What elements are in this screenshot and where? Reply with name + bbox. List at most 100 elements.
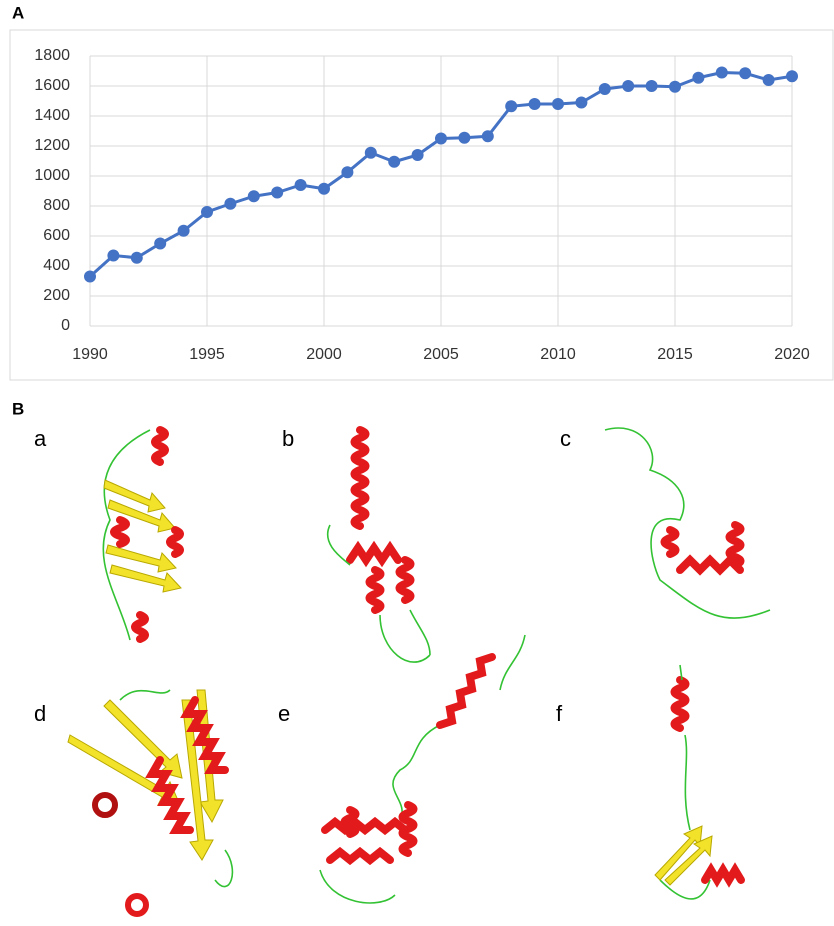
strand xyxy=(109,564,182,593)
y-tick-label: 1200 xyxy=(34,137,70,154)
marker xyxy=(552,98,564,110)
chart-frame xyxy=(9,29,834,381)
loop xyxy=(604,427,771,619)
marker xyxy=(364,146,377,159)
marker xyxy=(458,131,471,144)
x-tick-label: 2005 xyxy=(423,346,459,363)
y-tick-label: 200 xyxy=(43,287,70,304)
structure-d xyxy=(67,689,234,917)
structure-label: b xyxy=(282,426,294,451)
marker xyxy=(84,270,96,283)
helix xyxy=(701,862,745,888)
marker xyxy=(388,155,401,168)
marker xyxy=(762,74,775,86)
helix xyxy=(725,521,745,569)
helix xyxy=(340,806,360,838)
helix xyxy=(92,792,118,818)
structure-f xyxy=(654,664,745,900)
helix xyxy=(395,556,415,604)
helix xyxy=(326,846,394,866)
y-tick-label: 400 xyxy=(43,257,70,274)
structure-label: e xyxy=(278,701,290,726)
helix xyxy=(321,816,409,836)
marker xyxy=(645,80,658,92)
x-tick-label: 1990 xyxy=(72,346,108,363)
structure-label: f xyxy=(556,701,563,726)
structure-c xyxy=(604,427,771,619)
helix xyxy=(350,426,370,530)
marker xyxy=(154,237,167,250)
strand xyxy=(103,479,166,513)
x-tick-label: 2010 xyxy=(540,346,576,363)
y-tick-label: 1800 xyxy=(34,47,70,64)
y-tick-label: 1600 xyxy=(34,77,70,94)
loop xyxy=(659,664,711,900)
structure-a xyxy=(102,426,184,643)
helix xyxy=(660,526,680,558)
loop xyxy=(326,524,431,663)
helix xyxy=(398,801,418,857)
marker xyxy=(505,100,518,113)
marker xyxy=(341,166,354,179)
structure-e xyxy=(319,634,526,904)
strand xyxy=(105,544,177,573)
marker xyxy=(247,190,260,203)
marker xyxy=(528,98,541,110)
helix xyxy=(180,696,229,774)
strand xyxy=(654,825,703,881)
marker xyxy=(622,80,635,92)
structure-label: d xyxy=(34,701,46,726)
loop xyxy=(119,689,234,888)
structure-label: c xyxy=(560,426,571,451)
y-tick-label: 0 xyxy=(61,317,70,334)
helix xyxy=(670,676,690,732)
helix xyxy=(676,554,744,576)
marker xyxy=(692,71,705,84)
loop xyxy=(102,429,151,641)
helix xyxy=(365,566,385,614)
marker xyxy=(786,70,798,83)
helix xyxy=(110,516,130,548)
panel-label: B xyxy=(12,399,24,418)
chart: 0 200 400 600 800 1000 1200 1400 1600 1800 1990 199… xyxy=(34,47,809,363)
x-tick-label: 2015 xyxy=(657,346,693,363)
marker xyxy=(715,66,728,79)
marker xyxy=(107,249,120,262)
marker xyxy=(130,251,143,264)
marker xyxy=(318,182,330,195)
helix xyxy=(166,526,184,558)
marker xyxy=(201,206,213,218)
marker xyxy=(739,67,752,80)
y-tick-label: 1400 xyxy=(34,107,70,124)
helix xyxy=(346,540,402,568)
x-tick-label: 2020 xyxy=(774,346,810,363)
strand xyxy=(664,835,713,886)
x-tick-label: 2000 xyxy=(306,346,342,363)
marker xyxy=(435,132,447,145)
marker xyxy=(598,83,611,95)
marker xyxy=(271,186,284,199)
y-tick-label: 800 xyxy=(43,197,70,214)
y-tick-label: 1000 xyxy=(34,167,70,184)
loop xyxy=(319,634,526,904)
marker xyxy=(177,224,190,237)
marker xyxy=(411,149,424,161)
helix xyxy=(125,893,149,917)
marker xyxy=(575,96,588,109)
strand xyxy=(107,499,176,533)
y-tick-label: 600 xyxy=(43,227,70,244)
marker xyxy=(481,130,494,143)
helix xyxy=(151,426,169,466)
strand xyxy=(181,699,214,861)
marker xyxy=(224,197,237,210)
helix xyxy=(131,611,149,643)
marker xyxy=(669,80,681,93)
panel-label: A xyxy=(12,3,24,22)
structure-b xyxy=(326,426,431,663)
marker xyxy=(294,179,307,191)
helix xyxy=(436,653,496,729)
structure-label: a xyxy=(34,426,47,451)
helix xyxy=(145,756,194,834)
